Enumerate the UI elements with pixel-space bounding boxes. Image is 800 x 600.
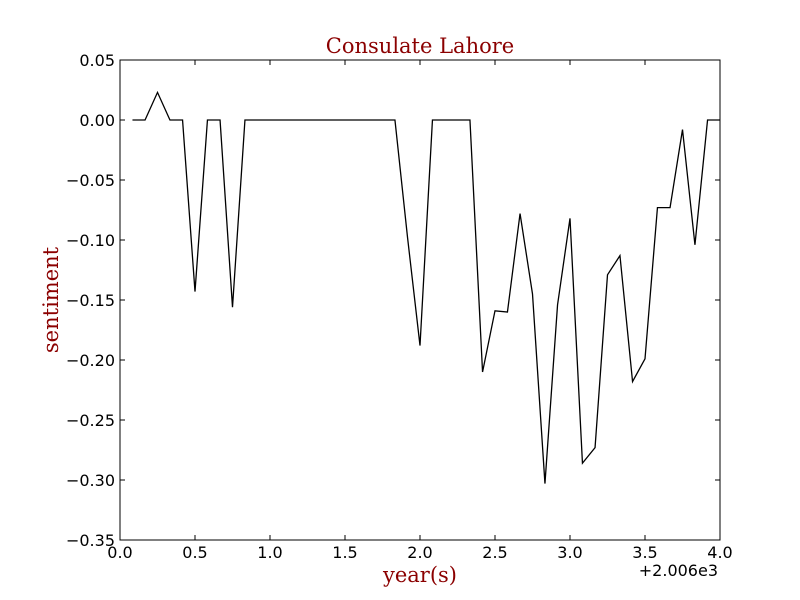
x-axis-offset-label: +2.006e3 xyxy=(639,561,718,580)
x-tick-label: 4.0 xyxy=(707,543,732,562)
y-tick-label: −0.35 xyxy=(66,531,115,550)
x-tick-label: 0.5 xyxy=(182,543,207,562)
y-tick-label: −0.30 xyxy=(66,471,115,490)
y-tick-label: −0.10 xyxy=(66,231,115,250)
x-tick-label: 1.0 xyxy=(257,543,282,562)
y-tick-label: −0.20 xyxy=(66,351,115,370)
sentiment-series-line xyxy=(132,90,720,484)
plot-area: 0.0 0.5 1.0 1.5 2.0 2.5 3.0 3.5 4.0 0.05 0.00 −0.05… xyxy=(66,51,733,562)
y-tick-label: 0.05 xyxy=(79,51,115,70)
x-tick-label: 2.0 xyxy=(407,543,432,562)
y-tick-label: −0.25 xyxy=(66,411,115,430)
x-axis-label: year(s) xyxy=(382,563,457,587)
y-tick-label: −0.05 xyxy=(66,171,115,190)
y-tick-label: 0.00 xyxy=(79,111,115,130)
y-tick-label: −0.15 xyxy=(66,291,115,310)
x-tick-label: 3.0 xyxy=(557,543,582,562)
x-tick-label: 0.0 xyxy=(107,543,132,562)
chart-title: Consulate Lahore xyxy=(326,34,514,58)
x-tick-label: 3.5 xyxy=(632,543,657,562)
x-tick-label: 1.5 xyxy=(332,543,357,562)
y-axis-label: sentiment xyxy=(39,246,63,353)
x-tick-label: 2.5 xyxy=(482,543,507,562)
